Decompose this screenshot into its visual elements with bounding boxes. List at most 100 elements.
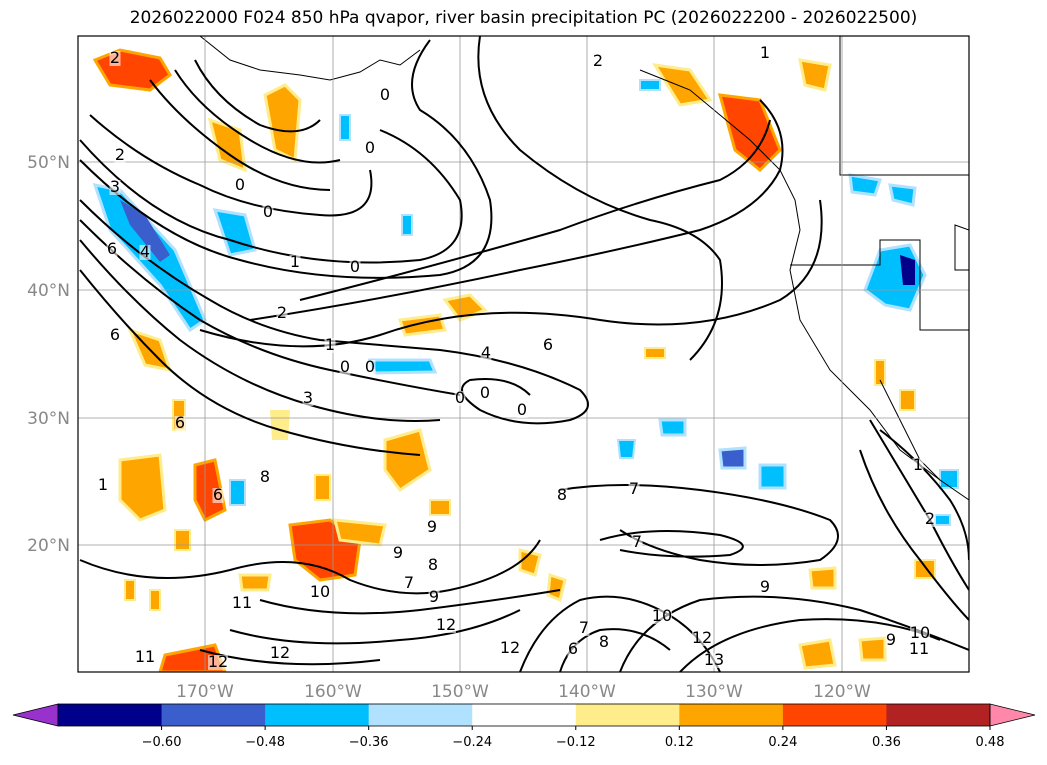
contour-label-bg <box>234 178 246 193</box>
contour-label-bg <box>324 338 336 353</box>
contour-label-bg <box>114 148 126 163</box>
contour-label-bg <box>436 618 456 633</box>
contour-label: 7 <box>579 618 589 637</box>
contour-label-bg <box>454 391 466 406</box>
contour-label: 1 <box>98 475 108 494</box>
lon-label: 130°W <box>685 682 743 702</box>
map-frame <box>77 35 970 673</box>
contour-label-bg <box>174 416 186 431</box>
contour-label: 9 <box>760 577 770 596</box>
colorbar-segment <box>58 704 163 726</box>
colorbar-segment <box>472 704 577 726</box>
contour-label: 4 <box>140 242 150 261</box>
colorbar-segment <box>265 704 370 726</box>
contour-label-bg <box>232 596 252 611</box>
colorbar-tick-label: 0.12 <box>665 735 694 750</box>
contour-label-bg <box>479 386 491 401</box>
contour-label-bg <box>270 646 290 661</box>
contour-label-bg <box>289 255 301 270</box>
colorbar-tick-label: −0.48 <box>245 735 285 750</box>
contour-label-bg <box>704 653 724 668</box>
contour-label-bg <box>262 205 274 220</box>
contour-label: 12 <box>436 615 456 634</box>
contour-label-bg <box>109 51 121 66</box>
contour-label: 6 <box>213 485 223 504</box>
contour-label-bg <box>500 641 520 656</box>
lon-label: 170°W <box>176 682 234 702</box>
contour-label: 10 <box>310 582 330 601</box>
contour-label: 12 <box>500 638 520 657</box>
contour-label: 0 <box>235 175 245 194</box>
contour-label: 10 <box>910 623 930 642</box>
contour-label: 3 <box>110 177 120 196</box>
contour-label: 7 <box>632 532 642 551</box>
contour-label-bg <box>97 478 109 493</box>
lon-label: 160°W <box>304 682 362 702</box>
colorbar-tick-label: −0.12 <box>556 735 596 750</box>
contour-label-bg <box>426 520 438 535</box>
contour-label: 1 <box>913 455 923 474</box>
contour-label: 12 <box>208 652 228 671</box>
contour-label: 11 <box>909 639 929 658</box>
contour-label-bg <box>480 346 492 361</box>
colorbar-tick-label: 0.36 <box>872 735 901 750</box>
colorbar-segment <box>368 704 473 726</box>
contour-label: 0 <box>350 257 360 276</box>
lat-label: 40°N <box>27 281 70 301</box>
contour-label-bg <box>364 360 376 375</box>
contour-label-bg <box>912 458 924 473</box>
longitude-labels: 170°W 160°W 150°W 140°W 130°W 120°W <box>176 682 871 702</box>
contour-label: 11 <box>135 647 155 666</box>
contour-label: 0 <box>455 388 465 407</box>
contour-label: 0 <box>517 400 527 419</box>
contour-label-bg <box>910 626 930 641</box>
contour-label: 6 <box>568 639 578 658</box>
latitude-labels: 50°N 40°N 30°N 20°N <box>27 153 70 556</box>
contour-label-bg <box>364 141 376 156</box>
contour-label-bg <box>379 88 391 103</box>
colorbar-segment <box>782 704 887 726</box>
contour-label-bg <box>567 642 579 657</box>
contour-label: 7 <box>404 573 414 592</box>
colorbar-segment <box>161 704 266 726</box>
colorbar-segment <box>886 704 991 726</box>
contour-label: 4 <box>481 343 491 362</box>
contour-label: 9 <box>886 630 896 649</box>
colorbar-extend-high <box>989 703 1036 727</box>
graticule <box>78 36 969 672</box>
contour-label: 3 <box>303 388 313 407</box>
lat-label: 30°N <box>27 409 70 429</box>
contour-label-bg <box>578 621 590 636</box>
contour-label-bg <box>339 360 351 375</box>
contour-label: 10 <box>652 606 672 625</box>
contour-label: 0 <box>365 138 375 157</box>
lon-label: 150°W <box>431 682 489 702</box>
colorbar-segment <box>575 704 680 726</box>
contour-label-bg <box>106 242 118 257</box>
contour-label: 2 <box>115 145 125 164</box>
lon-label: 120°W <box>813 682 871 702</box>
contour-label: 1 <box>325 335 335 354</box>
contour-label: 13 <box>704 650 724 669</box>
contour-label-bg <box>276 306 288 321</box>
colorbar-tick-label: 0.24 <box>768 735 797 750</box>
contour-label: 6 <box>107 239 117 258</box>
contour-label: 6 <box>175 413 185 432</box>
contour-label: 8 <box>260 467 270 486</box>
colorbar-tick-label: −0.60 <box>142 735 182 750</box>
contour-label-bg <box>212 488 224 503</box>
contour-label-bg <box>909 642 929 657</box>
contour-label-bg <box>392 546 404 561</box>
contour-label: 0 <box>263 202 273 221</box>
contour-label: 9 <box>429 587 439 606</box>
contour-label-bg <box>692 631 712 646</box>
contour-label-bg <box>428 590 440 605</box>
contour-label-bg <box>403 576 415 591</box>
contour-label: 0 <box>365 357 375 376</box>
contour-label-bg <box>259 470 271 485</box>
colorbar-tick-label: −0.24 <box>452 735 492 750</box>
contour-label-bg <box>631 535 643 550</box>
plot-title: 2026022000 F024 850 hPa qvapor, river ba… <box>129 8 918 28</box>
